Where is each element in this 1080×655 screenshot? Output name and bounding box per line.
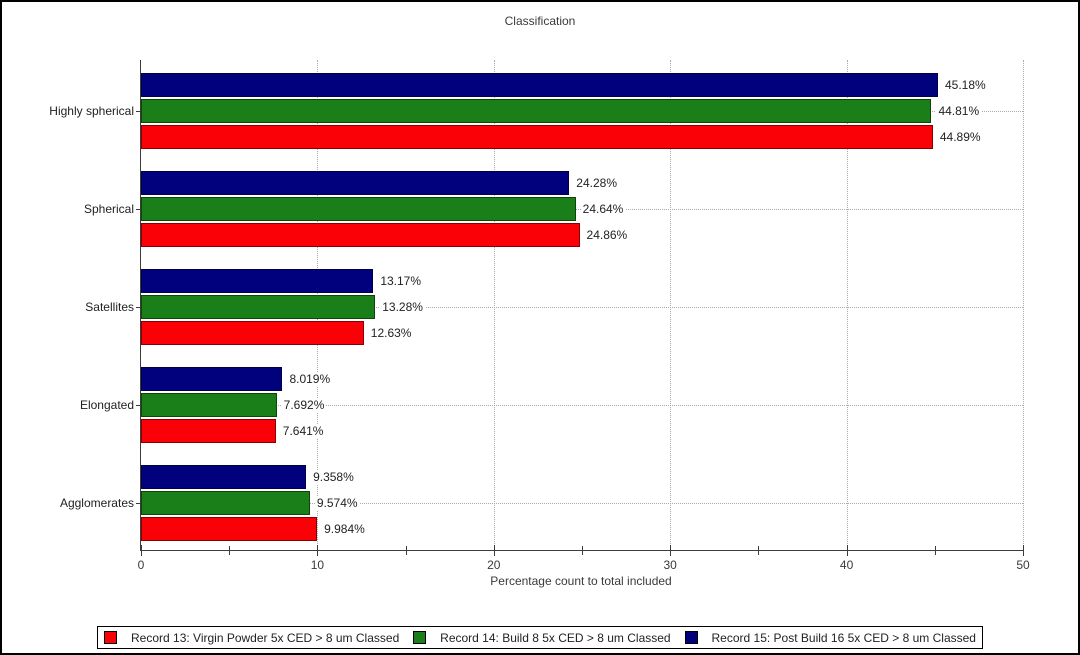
x-axis-tick (670, 545, 672, 556)
x-axis-tick (493, 545, 495, 556)
bar-value-label: 45.18% (942, 78, 988, 92)
x-axis-tick-label: 20 (487, 558, 501, 572)
x-axis-tick-label: 30 (663, 558, 677, 572)
y-axis-tick (136, 111, 141, 112)
x-axis-tick (846, 545, 848, 556)
x-axis-tick-label: 0 (137, 558, 145, 572)
bar: 44.81% (141, 99, 982, 123)
bar: 44.89% (141, 125, 983, 149)
legend-entry: Record 15: Post Build 16 5x CED > 8 um C… (684, 630, 976, 645)
y-axis-tick (136, 405, 141, 406)
bar-value-label: 9.358% (311, 470, 356, 484)
legend-entry: Record 13: Virgin Powder 5x CED > 8 um C… (104, 631, 399, 645)
x-axis-minor-tick (229, 546, 231, 555)
x-axis-minor-tick (405, 546, 407, 555)
x-axis-tick-label: 10 (310, 558, 325, 572)
bar: 8.019% (141, 367, 333, 391)
category-band: Agglomerates 9.358% 9.574% 9.984% (60, 452, 1023, 550)
bar-value-label: 13.28% (380, 300, 425, 314)
x-axis-tick-label: 40 (839, 558, 854, 572)
bar: 7.641% (141, 419, 326, 443)
bar-value-label: 13.17% (378, 274, 424, 288)
category-label: Elongated (79, 398, 134, 412)
bar: 12.63% (141, 321, 414, 345)
bar: 24.86% (141, 223, 630, 247)
bar-value-label: 12.63% (368, 326, 414, 340)
horizontal-gridline (141, 405, 1023, 406)
legend-label: Record 15: Post Build 16 5x CED > 8 um C… (711, 630, 976, 645)
legend-swatch (104, 631, 117, 644)
bar: 9.358% (141, 465, 356, 489)
bar-value-label: 9.984% (322, 522, 367, 536)
category-band: Highly spherical 45.18% 44.81% 44.89% (49, 60, 1023, 158)
bar: 13.28% (141, 295, 425, 319)
vertical-gridline (493, 60, 495, 550)
x-axis-tick (141, 545, 142, 556)
bar-value-label: 8.019% (287, 372, 333, 386)
category-band: Spherical 24.28% 24.64% 24.86% (84, 158, 1023, 256)
legend-label: Record 13: Virgin Powder 5x CED > 8 um C… (131, 630, 400, 645)
bar-value-label: 44.89% (937, 130, 983, 144)
legend-swatch (413, 631, 427, 644)
chart-title: Classification (504, 14, 576, 28)
legend-swatch (684, 631, 698, 644)
vertical-gridline (670, 60, 672, 550)
bar: 9.574% (141, 491, 360, 515)
legend-entry: Record 14: Build 8 5x CED > 8 um Classed (413, 630, 671, 645)
bar-value-label: 24.64% (580, 202, 626, 216)
vertical-gridline (846, 60, 848, 550)
legend-label: Record 14: Build 8 5x CED > 8 um Classed (440, 630, 671, 645)
bar-value-label: 9.574% (314, 496, 360, 510)
bar: 13.17% (141, 269, 424, 293)
category-label: Satellites (85, 300, 134, 314)
bar: 7.692% (141, 393, 327, 417)
bar-value-label: 44.81% (936, 104, 982, 118)
vertical-gridline (1023, 60, 1024, 550)
category-band: Elongated 8.019% 7.692% 7.641% (80, 354, 1023, 452)
x-axis-tick (1023, 545, 1024, 556)
category-label: Agglomerates (59, 496, 134, 510)
x-axis-tick-label: 50 (1016, 558, 1030, 572)
x-axis-label: Percentage count to total included (490, 574, 672, 588)
category-band: Satellites 13.17% 13.28% 12.63% (85, 256, 1023, 354)
bar-value-label: 7.641% (280, 424, 326, 438)
y-axis-tick (136, 503, 141, 504)
horizontal-gridline (141, 503, 1023, 504)
x-axis-minor-tick (582, 546, 583, 555)
bar-value-label: 24.28% (574, 176, 619, 190)
horizontal-gridline (141, 307, 1023, 308)
bar: 9.984% (141, 517, 367, 541)
x-axis-minor-tick (758, 546, 760, 555)
category-label: Highly spherical (49, 104, 134, 118)
bar-value-label: 7.692% (281, 398, 327, 412)
x-axis-tick (317, 545, 319, 556)
bar: 24.64% (141, 197, 626, 221)
plot-area: Highly spherical 45.18% 44.81% 44.89% Spheri… (49, 60, 1030, 572)
y-axis-tick (136, 209, 141, 210)
legend: Record 13: Virgin Powder 5x CED > 8 um C… (97, 626, 983, 649)
bar: 45.18% (141, 73, 988, 97)
category-label: Spherical (83, 202, 134, 216)
y-axis-tick (136, 307, 141, 308)
bar: 24.28% (141, 171, 619, 195)
x-axis-minor-tick (934, 546, 936, 555)
bar-value-label: 24.86% (584, 228, 630, 242)
